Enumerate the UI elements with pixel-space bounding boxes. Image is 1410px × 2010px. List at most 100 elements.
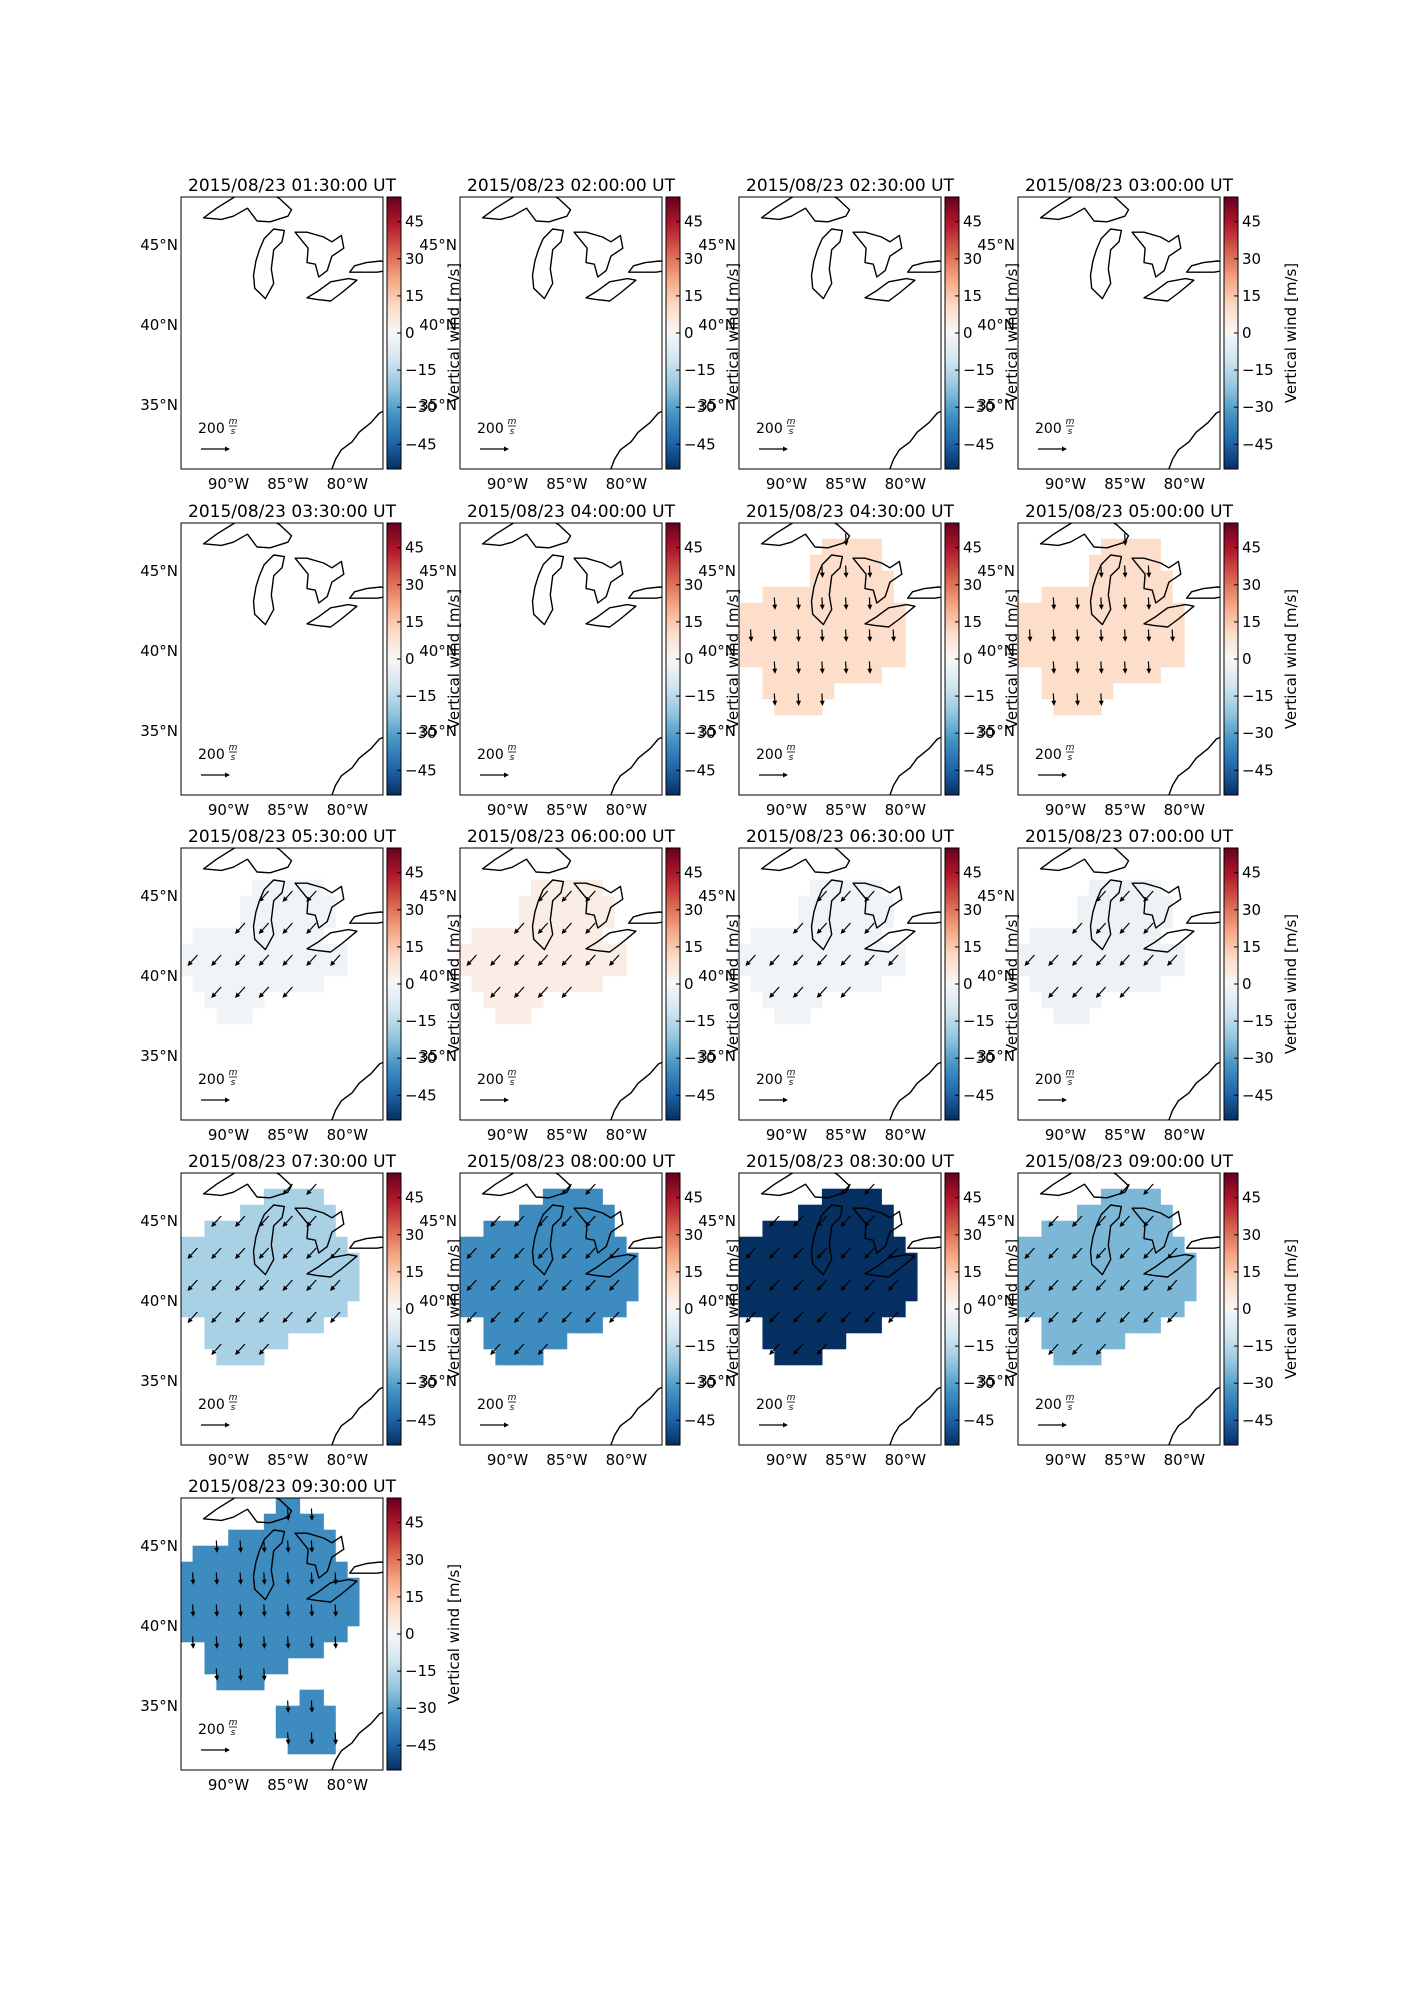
wind-arrow-head [309, 1739, 315, 1745]
wind-cell [1148, 895, 1161, 913]
wind-cell [1053, 1348, 1066, 1366]
wind-cell [786, 1236, 799, 1254]
x-tick-label: 85°W [267, 1126, 309, 1144]
wind-cell [251, 1625, 265, 1643]
wind-cell [1065, 1007, 1078, 1025]
wind-cell [1053, 618, 1066, 636]
unit-numerator: m [508, 1393, 517, 1403]
wind-cell [1065, 634, 1078, 652]
wind-arrow-head [309, 1611, 315, 1617]
wind-cell [1184, 1268, 1197, 1286]
wind-arrow-head [819, 668, 825, 674]
wind-arrow-head [238, 1611, 243, 1617]
wind-cell [833, 943, 847, 961]
x-tick-label: 80°W [1164, 1126, 1206, 1144]
wind-cell [263, 1561, 277, 1579]
wind-cell [204, 1561, 217, 1579]
wind-cell [1124, 538, 1138, 556]
wind-cell [287, 1316, 301, 1334]
y-tick-label: 35°N [419, 1047, 457, 1065]
lake-michigan [252, 554, 286, 626]
wind-arrow-head [330, 1253, 336, 1260]
colorbar-tick-label: −15 [405, 687, 437, 705]
wind-arrow-head [490, 960, 496, 967]
wind-cell [809, 554, 823, 572]
wind-cell [845, 570, 859, 588]
wind-cell [1136, 1236, 1150, 1254]
wind-cell [774, 1348, 787, 1366]
wind-cell [1077, 1316, 1090, 1334]
wind-cell [275, 1529, 289, 1547]
wind-cell [192, 1545, 206, 1563]
wind-arrow-head [258, 928, 265, 935]
colorbar-tick-label: −30 [405, 398, 437, 416]
wind-arrow-head [816, 1221, 823, 1228]
reference-vector-label: 200 [198, 421, 225, 437]
wind-arrow-head [466, 960, 472, 967]
wind-cell [774, 618, 787, 636]
wind-cell [530, 879, 544, 897]
wind-arrow-head [214, 1643, 220, 1649]
wind-arrow-head [513, 960, 520, 967]
wind-cell [857, 570, 871, 588]
colorbar-tick-label: −30 [963, 398, 995, 416]
wind-cell [554, 879, 568, 897]
colorbar-label: Vertical wind [m/s] [445, 914, 463, 1054]
wind-cell [1041, 943, 1054, 961]
unit-denominator: s [510, 753, 515, 763]
wind-cell [881, 895, 894, 913]
wind-cell [192, 1609, 206, 1627]
wind-cell [251, 943, 265, 961]
wind-cell [240, 959, 253, 977]
colorbar-tick-label: −30 [405, 1699, 437, 1717]
colorbar-label: Vertical wind [m/s] [724, 914, 742, 1054]
wind-cell [845, 959, 859, 977]
wind-cell [1148, 650, 1161, 668]
wind-cell [1065, 602, 1078, 620]
x-tick-label: 90°W [1045, 1451, 1087, 1469]
x-tick-label: 90°W [208, 1126, 250, 1144]
wind-cell [821, 1284, 835, 1302]
x-tick-label: 85°W [267, 475, 309, 493]
reference-vector-label: 200 [1035, 1397, 1062, 1413]
wind-arrow-head [513, 1349, 520, 1356]
wind-arrow-head [330, 1285, 336, 1292]
wind-cell [845, 586, 859, 604]
colorbar-tick-label: 0 [405, 1625, 415, 1643]
wind-cell [762, 943, 775, 961]
wind-cell [1124, 634, 1138, 652]
wind-arrow-head [537, 1317, 544, 1324]
wind-cell [299, 975, 313, 993]
x-tick-label: 85°W [825, 1451, 867, 1469]
wind-arrow-head [282, 1253, 288, 1260]
wind-cell [1172, 634, 1185, 652]
wind-cell [774, 1316, 787, 1334]
wind-cell [626, 1284, 639, 1302]
wind-cell [774, 959, 787, 977]
wind-arrow-head [1075, 700, 1080, 706]
lake-ontario [628, 260, 662, 273]
wind-arrow-head [490, 1285, 496, 1292]
x-tick-label: 80°W [885, 475, 927, 493]
wind-cell [739, 618, 752, 636]
wind-cell [881, 911, 894, 929]
wind-arrow-head [234, 992, 241, 999]
wind-arrow-head [285, 1739, 291, 1745]
wind-cell [323, 1236, 336, 1254]
lake-ontario [628, 1236, 662, 1249]
wind-cell [1041, 1268, 1054, 1286]
wind-cell [311, 959, 324, 977]
y-tick-label: 40°N [140, 1617, 178, 1635]
wind-cell [287, 1705, 301, 1723]
wind-arrow-head [282, 992, 288, 999]
wind-cell [821, 634, 835, 652]
wind-cell [578, 911, 592, 929]
wind-arrow-head [585, 928, 591, 935]
wind-cell [762, 586, 775, 604]
wind-cell [809, 1300, 823, 1318]
wind-arrow-head [792, 1317, 799, 1324]
wind-arrow-head [1071, 1221, 1078, 1228]
colorbar-tick-label: 0 [405, 324, 415, 342]
wind-cell [311, 1188, 324, 1206]
axes-frame [459, 196, 663, 470]
